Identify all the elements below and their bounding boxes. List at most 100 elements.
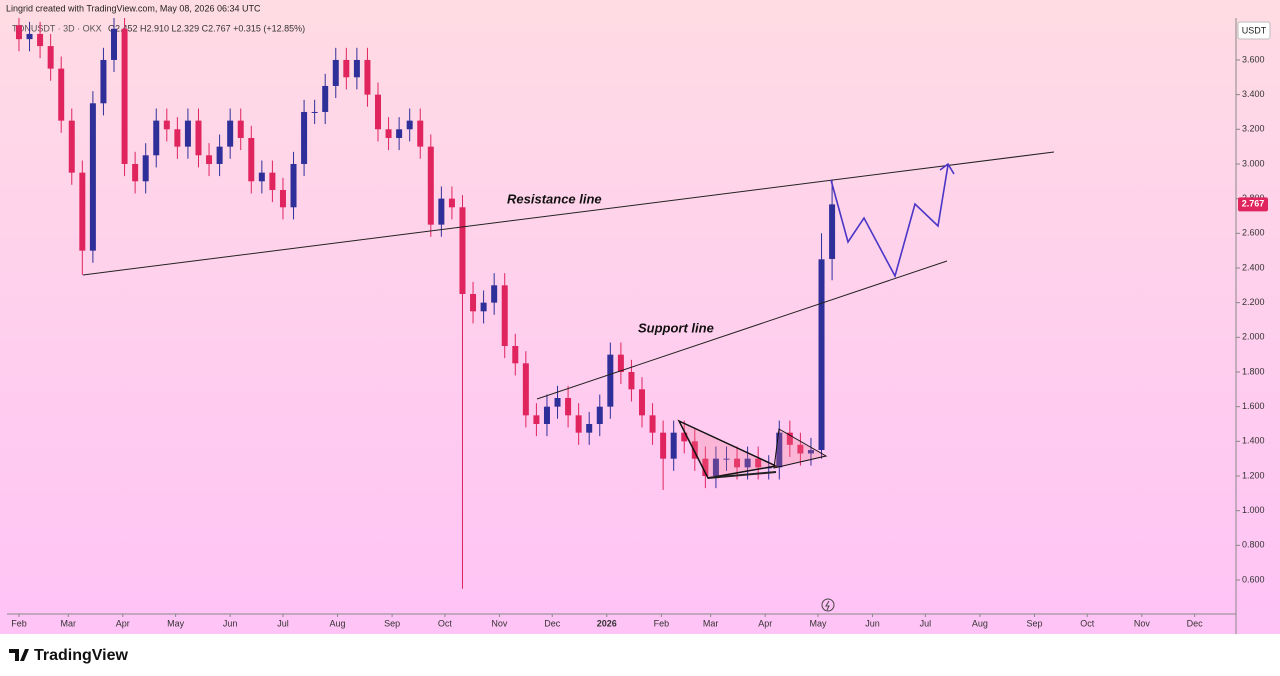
candle-body [79, 172, 86, 251]
y-tick-label: 3.000 [1242, 158, 1265, 168]
candle-body [163, 120, 170, 130]
candle-body [142, 155, 149, 182]
y-tick-label: 2.600 [1242, 228, 1265, 238]
candle-body [744, 458, 751, 468]
candle-body [290, 163, 297, 208]
candle-body [448, 198, 455, 208]
candle-body [438, 198, 445, 225]
plot [15, 18, 836, 589]
y-tick-label: 0.800 [1242, 540, 1265, 550]
candle-body [375, 94, 382, 130]
y-tick-label: 1.400 [1242, 436, 1265, 446]
x-tick-label: Sep [1026, 618, 1042, 628]
x-tick-label: 2026 [597, 618, 617, 628]
x-tick-label: Nov [491, 618, 508, 628]
triangle-pattern [677, 419, 779, 479]
ohlc-label: O2.452 H2.910 L2.329 C2.767 +0.315 (+12.… [108, 23, 305, 33]
x-tick-label: Mar [703, 618, 719, 628]
candle-body [68, 120, 75, 173]
candle-body [174, 129, 181, 147]
candle-body [121, 28, 128, 164]
x-tick-label: Dec [544, 618, 561, 628]
y-tick-label: 1.000 [1242, 505, 1265, 515]
candle-body [639, 389, 646, 416]
x-tick-label: May [167, 618, 185, 628]
candle-body [480, 302, 487, 312]
candle-body [258, 172, 265, 182]
resistance-line [82, 151, 1055, 276]
logo-mark [9, 649, 29, 661]
symbol: TONUSDT · 3D · OKX [12, 23, 102, 33]
x-tick-label: May [809, 618, 827, 628]
candle-body [501, 285, 508, 346]
candle-body [195, 120, 202, 156]
x-tick-label: Apr [116, 618, 130, 628]
candle-body [586, 424, 593, 433]
y-tick-label: 3.600 [1242, 54, 1265, 64]
candle-body [15, 25, 22, 40]
candle-body [723, 458, 730, 460]
candle-body [301, 111, 308, 164]
y-tick-label: 2.000 [1242, 332, 1265, 342]
x-tick-label: Aug [330, 618, 346, 628]
candle-body [417, 120, 424, 147]
support-label: Support line [638, 320, 714, 335]
x-tick-label: Dec [1187, 618, 1204, 628]
last-price-tag [1238, 197, 1268, 212]
currency-box[interactable] [1237, 21, 1271, 40]
x-tick-label: Jul [920, 618, 932, 628]
x-tick-label: Feb [11, 618, 27, 628]
candle-body [660, 432, 667, 459]
support-line [536, 260, 948, 400]
candle-body [829, 204, 836, 259]
header: Lingrid created with TradingView.com, Ma… [6, 3, 261, 13]
candle-body [596, 406, 603, 425]
projection-path [830, 164, 949, 279]
candle-body [237, 120, 244, 138]
projection-arrow [939, 162, 955, 175]
candle-body [322, 85, 329, 112]
events-bolt [825, 600, 830, 611]
x-tick-label: Jun [223, 618, 238, 628]
candle-body [628, 371, 635, 390]
x-tick-label: Jun [865, 618, 880, 628]
candle-body [332, 59, 339, 86]
candle-body [37, 33, 44, 47]
candle-body [248, 137, 255, 182]
x-tick-label: Jul [277, 618, 289, 628]
candle-body [353, 59, 360, 78]
events-icon[interactable] [821, 598, 835, 612]
currency: USDT [1242, 25, 1267, 35]
triangle-base [707, 471, 777, 479]
candle-body [385, 129, 392, 138]
candle-body [89, 103, 96, 251]
candle-body [512, 345, 519, 364]
y-tick-label: 2.400 [1242, 262, 1265, 272]
candle-body [702, 458, 709, 477]
x-tick-label: Apr [758, 618, 772, 628]
candle-body [111, 28, 118, 60]
pennant-pattern [773, 428, 828, 469]
candle-body [807, 450, 814, 454]
candle-body [269, 172, 276, 190]
candle-body [47, 46, 54, 69]
candle-body [797, 444, 804, 454]
candle-body [681, 432, 688, 442]
candle-body [227, 120, 234, 147]
candle-body [216, 146, 223, 164]
candle-body [755, 458, 762, 468]
y-tick-label: 3.400 [1242, 89, 1265, 99]
candle-body [712, 458, 719, 477]
candle-body [279, 189, 286, 208]
candle-body [206, 155, 213, 164]
x-tick-label: Sep [384, 618, 400, 628]
candle-body [58, 68, 65, 121]
candle-body [554, 397, 561, 407]
y-tick-label: 0.600 [1242, 574, 1265, 584]
candle-body [406, 120, 413, 130]
candle-body [184, 120, 191, 147]
candle-body [396, 129, 403, 138]
candle-body [818, 259, 825, 451]
